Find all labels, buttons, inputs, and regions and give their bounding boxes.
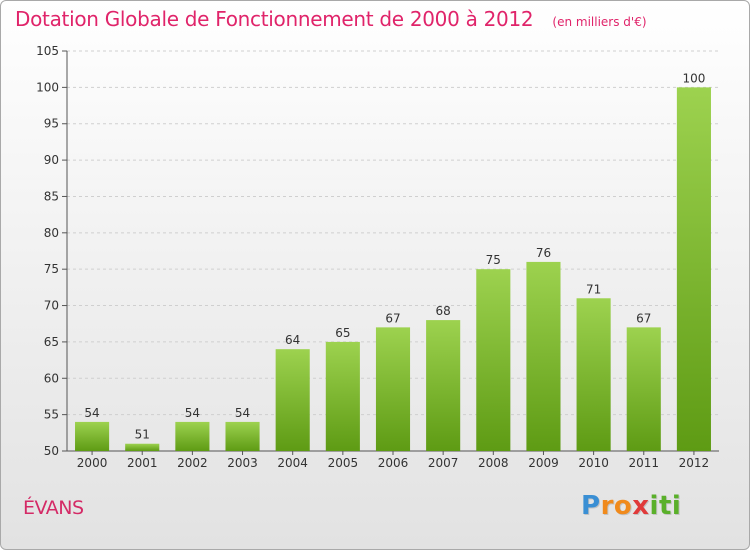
x-tick-label: 2012 bbox=[679, 456, 710, 470]
y-tick-label: 85 bbox=[44, 189, 59, 203]
bar bbox=[676, 87, 711, 451]
x-tick-label: 2000 bbox=[77, 456, 108, 470]
bar-value-label: 64 bbox=[285, 333, 300, 347]
bar bbox=[626, 327, 661, 451]
bar-value-label: 71 bbox=[586, 282, 601, 296]
bar-value-label: 68 bbox=[436, 304, 451, 318]
proxiti-logo: Proxiti bbox=[581, 491, 681, 521]
commune-name: ÉVANS bbox=[23, 497, 84, 519]
bar-value-label: 51 bbox=[135, 428, 150, 442]
bar-value-label: 76 bbox=[536, 246, 551, 260]
bar bbox=[375, 327, 411, 451]
x-tick-label: 2001 bbox=[127, 456, 158, 470]
x-tick-label: 2011 bbox=[628, 456, 659, 470]
bar bbox=[576, 298, 611, 451]
x-tick-label: 2003 bbox=[227, 456, 258, 470]
x-tick-label: 2007 bbox=[428, 456, 459, 470]
bar-value-label: 65 bbox=[335, 326, 350, 340]
bar bbox=[175, 421, 210, 451]
bar bbox=[426, 320, 461, 451]
y-tick-label: 70 bbox=[44, 299, 59, 313]
bar-value-label: 67 bbox=[385, 311, 400, 325]
title-text: Dotation Globale de Fonctionnement de 20… bbox=[15, 7, 534, 31]
bar-value-label: 54 bbox=[185, 406, 200, 420]
x-tick-label: 2010 bbox=[578, 456, 609, 470]
logo-letter: r bbox=[600, 491, 614, 521]
y-tick-label: 90 bbox=[44, 153, 59, 167]
logo-letter: P bbox=[581, 491, 601, 521]
y-tick-label: 65 bbox=[44, 335, 59, 349]
bar-value-label: 67 bbox=[636, 311, 651, 325]
y-tick-label: 100 bbox=[36, 80, 59, 94]
logo-letter: t bbox=[658, 491, 672, 521]
y-tick-label: 80 bbox=[44, 226, 59, 240]
y-tick-label: 55 bbox=[44, 408, 59, 422]
x-tick-label: 2002 bbox=[177, 456, 208, 470]
y-tick-label: 75 bbox=[44, 262, 59, 276]
bar bbox=[526, 261, 561, 451]
bar bbox=[75, 421, 110, 451]
x-tick-label: 2006 bbox=[378, 456, 409, 470]
bar-value-label: 100 bbox=[682, 71, 705, 85]
y-tick-label: 105 bbox=[36, 44, 59, 58]
y-tick-label: 50 bbox=[44, 444, 59, 458]
bar bbox=[325, 341, 360, 451]
chart-title: Dotation Globale de Fonctionnement de 20… bbox=[15, 7, 647, 31]
bar-value-label: 54 bbox=[235, 406, 250, 420]
x-tick-label: 2009 bbox=[528, 456, 559, 470]
y-tick-label: 60 bbox=[44, 371, 59, 385]
logo-letter: x bbox=[632, 491, 650, 521]
logo-letter: o bbox=[613, 491, 633, 521]
x-tick-label: 2005 bbox=[328, 456, 359, 470]
bar-value-label: 75 bbox=[486, 253, 501, 267]
x-tick-label: 2008 bbox=[478, 456, 509, 470]
bar bbox=[125, 443, 160, 451]
y-tick-label: 95 bbox=[44, 117, 59, 131]
logo-letter: i bbox=[671, 491, 682, 521]
x-tick-label: 2004 bbox=[277, 456, 308, 470]
title-unit: (en milliers d'€) bbox=[552, 15, 647, 29]
bar bbox=[225, 421, 260, 451]
bar-value-label: 54 bbox=[84, 406, 99, 420]
bar bbox=[275, 349, 310, 451]
logo-letter: i bbox=[649, 491, 659, 521]
bar bbox=[476, 269, 511, 451]
